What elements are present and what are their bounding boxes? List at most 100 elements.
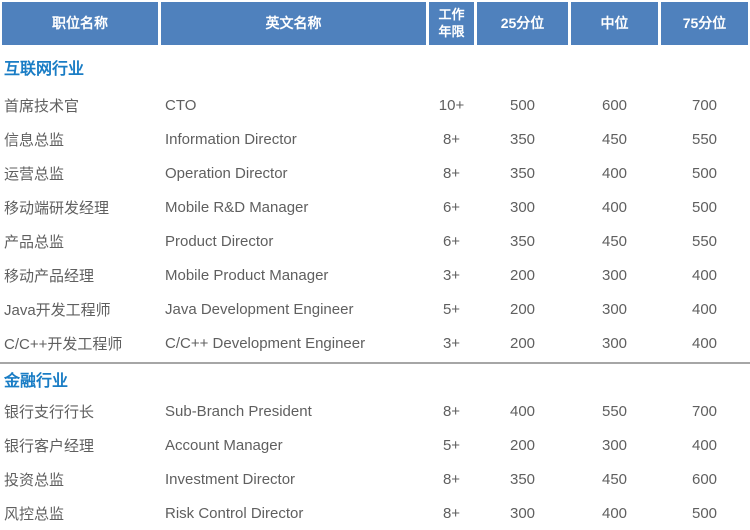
column-header-label: 英文名称 (265, 15, 322, 32)
cell-work-years: 8+ (442, 130, 461, 148)
cell-25th-percentile: 350 (509, 130, 536, 148)
cell-75th-percentile: 600 (691, 470, 718, 488)
cell-english-name: Product Director (165, 232, 274, 250)
column-header-75th-percentile: 75分位 (661, 2, 748, 45)
cell-25th-percentile: 500 (509, 96, 536, 114)
cell-75th-percentile: 400 (691, 266, 718, 284)
cell-median: 400 (601, 164, 628, 182)
cell-work-years: 5+ (442, 436, 461, 454)
cell-english-name: Mobile Product Manager (165, 266, 329, 284)
cell-english-name: CTO (165, 96, 197, 114)
table-row: 银行支行行长 Sub-Branch President 8+ 400 550 7… (0, 394, 750, 428)
section-title: 互联网行业 (4, 61, 85, 78)
cell-work-years: 6+ (442, 232, 461, 250)
cell-english-name: Sub-Branch President (165, 402, 312, 420)
cell-work-years: 6+ (442, 198, 461, 216)
cell-work-years: 8+ (442, 402, 461, 420)
cell-25th-percentile: 200 (509, 334, 536, 352)
cell-75th-percentile: 400 (691, 334, 718, 352)
table-body: 互联网行业 首席技术官 CTO 10+ 500 600 700 信息总监 Inf… (0, 45, 750, 530)
section-divider (0, 362, 750, 364)
cell-english-name: Risk Control Director (165, 504, 304, 522)
cell-work-years: 8+ (442, 504, 461, 522)
column-header-english-name: 英文名称 (161, 2, 426, 45)
cell-position-name: C/C++开发工程师 (4, 335, 123, 353)
cell-75th-percentile: 500 (691, 504, 718, 522)
cell-position-name: 运营总监 (4, 165, 65, 183)
cell-median: 550 (601, 402, 628, 420)
cell-position-name: 银行支行行长 (4, 403, 95, 421)
cell-median: 450 (601, 470, 628, 488)
column-header-label: 职位名称 (52, 15, 108, 32)
cell-25th-percentile: 200 (509, 436, 536, 454)
column-header-label-line2: 年限 (438, 23, 465, 39)
cell-25th-percentile: 300 (509, 198, 536, 216)
cell-25th-percentile: 400 (509, 402, 536, 420)
cell-position-name: 首席技术官 (4, 97, 80, 115)
cell-english-name: Account Manager (165, 436, 283, 454)
table-row: 首席技术官 CTO 10+ 500 600 700 (0, 88, 750, 122)
cell-english-name: Information Director (165, 130, 297, 148)
table-row: 运营总监 Operation Director 8+ 350 400 500 (0, 156, 750, 190)
cell-25th-percentile: 350 (509, 470, 536, 488)
cell-work-years: 5+ (442, 300, 461, 318)
cell-median: 300 (601, 334, 628, 352)
cell-median: 450 (601, 130, 628, 148)
cell-median: 400 (601, 504, 628, 522)
cell-english-name: Investment Director (165, 470, 296, 488)
column-header-position-name: 职位名称 (2, 2, 158, 45)
table-row: 移动端研发经理 Mobile R&D Manager 6+ 300 400 50… (0, 190, 750, 224)
cell-work-years: 8+ (442, 470, 461, 488)
cell-position-name: 信息总监 (4, 131, 65, 149)
table-row: 投资总监 Investment Director 8+ 350 450 600 (0, 462, 750, 496)
cell-english-name: Operation Director (165, 164, 288, 182)
cell-english-name: Mobile R&D Manager (165, 198, 309, 216)
cell-median: 300 (601, 266, 628, 284)
table-row: 移动产品经理 Mobile Product Manager 3+ 200 300… (0, 258, 750, 292)
cell-position-name: Java开发工程师 (4, 301, 111, 319)
column-header-label: 75分位 (682, 15, 727, 32)
column-header-label: 中位 (600, 15, 629, 32)
cell-position-name: 产品总监 (4, 233, 65, 251)
cell-75th-percentile: 550 (691, 130, 718, 148)
cell-median: 600 (601, 96, 628, 114)
cell-position-name: 移动产品经理 (4, 267, 95, 285)
column-header-work-years: 工作 年限 (429, 2, 474, 45)
cell-25th-percentile: 300 (509, 504, 536, 522)
column-header-25th-percentile: 25分位 (477, 2, 568, 45)
cell-75th-percentile: 400 (691, 300, 718, 318)
table-header: 职位名称 英文名称 工作 年限 25分位 中位 75分位 (0, 0, 750, 45)
cell-position-name: 投资总监 (4, 471, 65, 489)
column-header-median: 中位 (571, 2, 658, 45)
table-row: 银行客户经理 Account Manager 5+ 200 300 400 (0, 428, 750, 462)
cell-75th-percentile: 400 (691, 436, 718, 454)
table-row: C/C++开发工程师 C/C++ Development Engineer 3+… (0, 326, 750, 360)
table-row: 产品总监 Product Director 6+ 350 450 550 (0, 224, 750, 258)
cell-work-years: 3+ (442, 334, 461, 352)
cell-25th-percentile: 200 (509, 300, 536, 318)
cell-position-name: 风控总监 (4, 505, 65, 523)
cell-position-name: 银行客户经理 (4, 437, 95, 455)
cell-median: 400 (601, 198, 628, 216)
cell-25th-percentile: 200 (509, 266, 536, 284)
table-row: Java开发工程师 Java Development Engineer 5+ 2… (0, 292, 750, 326)
cell-work-years: 8+ (442, 164, 461, 182)
cell-25th-percentile: 350 (509, 232, 536, 250)
table-row: 信息总监 Information Director 8+ 350 450 550 (0, 122, 750, 156)
cell-75th-percentile: 500 (691, 164, 718, 182)
cell-english-name: Java Development Engineer (165, 300, 354, 318)
cell-median: 300 (601, 300, 628, 318)
cell-position-name: 移动端研发经理 (4, 199, 110, 217)
cell-median: 450 (601, 232, 628, 250)
cell-work-years: 10+ (438, 96, 465, 114)
cell-median: 300 (601, 436, 628, 454)
section-title: 金融行业 (4, 373, 69, 390)
cell-75th-percentile: 700 (691, 96, 718, 114)
cell-75th-percentile: 550 (691, 232, 718, 250)
column-header-label-line1: 工作 (438, 6, 465, 22)
cell-75th-percentile: 700 (691, 402, 718, 420)
cell-25th-percentile: 350 (509, 164, 536, 182)
table-row: 风控总监 Risk Control Director 8+ 300 400 50… (0, 496, 750, 530)
cell-75th-percentile: 500 (691, 198, 718, 216)
